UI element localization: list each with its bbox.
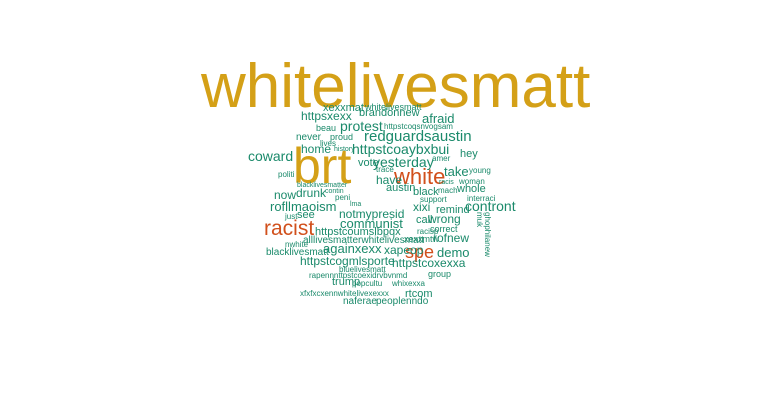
word: brt — [293, 138, 352, 194]
word: white — [394, 164, 446, 189]
word: httpstcoqsnvogsam — [384, 122, 453, 131]
word: hey — [460, 148, 478, 160]
word: racis — [439, 179, 454, 186]
word: whixexxa — [392, 279, 425, 288]
word: whitelivesmatt — [365, 102, 422, 112]
word: now — [274, 188, 297, 202]
word: mach — [438, 186, 458, 195]
word: take — [444, 164, 469, 179]
word: muk — [475, 212, 484, 228]
word: vote — [358, 157, 379, 169]
word: ghophilanew — [483, 212, 492, 257]
word: history — [334, 146, 355, 153]
word: lma — [350, 201, 362, 208]
word: never — [296, 132, 322, 143]
word: naferae — [343, 296, 377, 307]
word: xixi — [413, 200, 431, 214]
word: see — [297, 209, 315, 221]
word: woman — [459, 177, 485, 186]
word: popcultu — [352, 279, 383, 288]
word: austin — [386, 182, 416, 194]
word: httpstcogmlsporte — [300, 254, 395, 268]
word: xapeop — [384, 243, 424, 257]
word: againxexx — [323, 241, 382, 256]
word: politi — [278, 170, 295, 179]
word: redguardsaustin — [364, 128, 472, 145]
word: contin — [325, 188, 344, 195]
word: brandonnew — [359, 107, 420, 119]
word: whole — [457, 183, 486, 195]
word: racisp — [417, 227, 439, 236]
word: blacklivesmatt — [266, 247, 329, 258]
word: group — [428, 269, 452, 279]
word: afraid — [422, 111, 455, 126]
word: peni — [335, 193, 351, 202]
word: coward — [248, 148, 294, 164]
word: communist — [340, 216, 403, 231]
word: lives — [320, 139, 337, 148]
word: bluelivesmatt — [339, 265, 386, 274]
word: spe — [405, 242, 435, 262]
word: beau — [316, 123, 337, 133]
word: have — [376, 173, 403, 187]
word: racist — [264, 217, 315, 240]
word: home — [301, 142, 332, 156]
word: wrong — [428, 212, 461, 226]
word: yesterday — [373, 154, 434, 170]
word: alllivesmatterwhitelivesmatt — [303, 235, 425, 246]
word: xfxfxcxennwhitelivexexxx — [300, 289, 389, 298]
word: rofnew — [433, 231, 470, 245]
word: xexxmtw — [404, 234, 440, 244]
word: notmypresid — [339, 207, 405, 221]
word: trace — [376, 165, 394, 174]
word: proud — [330, 132, 354, 142]
word: young — [469, 166, 491, 175]
word: trump — [332, 276, 361, 288]
word: httpstcoaybxbui — [352, 141, 450, 157]
word: httpstcoxexxa — [392, 256, 466, 270]
word: interraci — [467, 194, 496, 203]
word: httpsxexx — [301, 109, 352, 123]
word: drunk — [296, 186, 327, 200]
word: peoplenndo — [376, 296, 429, 307]
word: whitelivesmatt — [201, 52, 591, 121]
word: protest — [340, 118, 383, 134]
word: blacklivesmatter — [297, 182, 348, 189]
word: support — [420, 195, 447, 204]
word: black — [413, 186, 439, 198]
word: correct — [430, 224, 458, 234]
word: httpstcoumslbpqx — [315, 226, 401, 238]
word: nwhite — [285, 240, 309, 249]
word: amer — [432, 154, 451, 163]
word: contront — [465, 198, 516, 214]
word: call — [416, 214, 433, 226]
word: demo — [437, 245, 470, 260]
word: rapennnttpstcoexidrvbvnmd — [309, 271, 408, 280]
word: remind — [436, 204, 470, 216]
word: just — [285, 212, 298, 221]
word: xexxmat — [323, 102, 364, 114]
word: rtcom — [405, 288, 433, 300]
word: rofllmaoism — [270, 199, 337, 214]
